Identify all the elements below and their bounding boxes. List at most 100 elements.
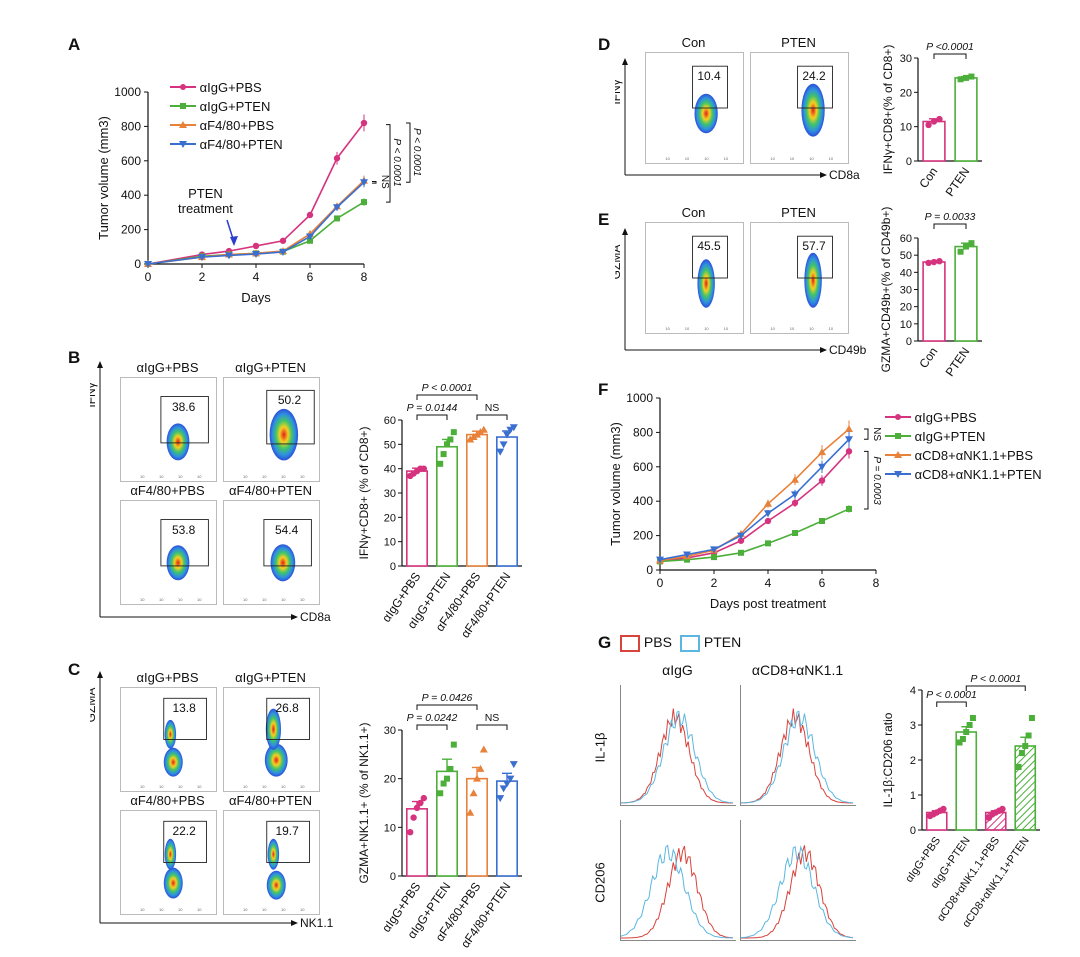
data-point [966,722,973,728]
facs-e-gate-value: 45.5 [697,239,721,254]
b-p2-label: P = 0.0144 [407,402,458,414]
tick-text: 10 [300,784,305,789]
facs-panel-b: IFNγ CD8a 10 10 10 10 αIgG+PBS 38.6 10 10 10 10 αIgG… [90,355,350,655]
bracket-p2 [406,122,411,183]
data-point [252,242,260,250]
c-p1-bracket [416,704,478,710]
b-p1-bracket [416,394,478,400]
data-point [333,204,341,212]
data-point [936,115,943,123]
histogram-row-label: CD206 [592,862,608,903]
data-point [198,254,206,262]
tick-text: 10 [300,597,305,602]
y-tick-label: 30 [900,53,912,65]
category-label: Con [916,345,940,371]
ifng-bar-chart-b: 0102030405060αIgG+PBSαIgG+PTENαF4/80+PBS… [357,382,522,641]
bar-4 [1014,745,1037,831]
facs-d-plot-title: Con [681,35,706,50]
facs-e-density-svg: 10 10 10 10 [665,235,729,331]
x-tick-label: 0 [657,576,664,590]
x-tick-label: 8 [873,576,880,590]
density-cluster [694,93,718,134]
data-point [420,794,427,802]
panel-label-b: B [68,348,81,367]
data-point [791,475,799,483]
pten-histogram-curve [621,710,734,804]
tick-text: 10 [281,597,286,602]
histogram-column-title: αIgG [662,662,693,678]
x-tick-label: 2 [199,270,206,284]
c-ns-bracket [476,724,508,730]
y-tick-label: 50 [384,439,396,451]
facs-c-plot-title: αF4/80+PBS [130,793,205,808]
g-p2-bracket [965,685,1026,691]
annotation-p1: P < 0.0001 [391,138,402,186]
series-line-4 [659,438,850,561]
y-axis-title: IL-1β:CD206 ratio [881,712,895,807]
tick-text: 10 [159,784,164,789]
data-point [765,540,771,547]
tick-text: 10 [704,326,709,331]
facs-d-plot-1: 10 10 10 10 [645,52,744,164]
data-point [476,428,485,436]
series-line-2 [659,508,850,563]
data-point [469,789,478,797]
legend-a-item-2: αIgG+PTEN [170,99,270,114]
tick-text: 10 [197,907,202,912]
y-tick-label: 0 [906,156,912,168]
data-point [818,477,826,484]
legend-a-label-4: αF4/80+PTEN [199,137,283,152]
data-point [450,429,457,436]
y-axis-title: GZMA+CD49b+(% of CD49b+) [879,207,893,373]
facs-b-plot-title: αIgG+PTEN [235,360,306,375]
data-point [476,764,485,772]
y-tick-label: 1 [910,790,916,802]
y-axis-title: IFNγ+CD8+ (% of CD8+) [357,426,371,559]
tick-text: 10 [724,326,729,331]
density-cluster [266,870,286,900]
data-point [956,739,963,746]
facs-c-density-svg: 10 10 10 10 [140,697,207,789]
y-tick-label: 0 [906,336,912,348]
facs-c-gate-value: 26.8 [275,701,299,716]
facs-e-gate-value: 57.7 [802,239,826,254]
series-line-1 [147,122,365,265]
data-point [818,448,826,456]
y-tick-label: 10 [384,822,396,834]
tick-text: 10 [197,597,202,602]
data-point [496,448,505,456]
facs-b-density-svg: 10 10 10 10 [243,389,315,479]
data-point [925,259,932,267]
pbs-histogram-curve [741,845,854,939]
legend-a-item-1: αIgG+PBS [170,80,262,95]
y-tick-label: 30 [384,725,396,737]
tick-text: 10 [809,156,814,161]
series-line-3 [659,428,850,562]
facs-c-gate-value: 19.7 [275,824,299,839]
y-tick-label: 20 [900,302,912,314]
facs-d-axes: IFNγ CD8a [615,58,860,182]
density-cluster [801,83,825,137]
facs-b-gate-value: 50.2 [277,393,302,408]
data-point [466,808,475,816]
legend-f-item-4: αCD8+αNK1.1+PTEN [885,467,1042,482]
tumor-volume-line-chart-a: 0 200 400 600 800 1000 0 2 4 6 8 Days Tumor volume (… [96,85,422,305]
y-tick-label: 2 [910,755,916,767]
facs-e-y-label: GZMA [615,245,623,280]
facs-y-arrow [97,671,103,678]
histogram-column-title: αCD8+αNK1.1 [751,662,844,678]
g-p2-label: P < 0.0001 [970,673,1021,685]
gate-box [263,519,312,567]
bar-3 [466,433,489,567]
legend-f-item-1: αIgG+PBS [885,410,977,425]
tick-text: 10 [178,907,183,912]
data-point [440,451,447,458]
data-point [417,799,424,807]
tick-text: 10 [665,156,670,161]
facs-b-y-label: IFNγ [90,382,98,407]
y-tick-label: 0 [390,561,396,573]
tick-text: 10 [685,326,690,331]
gate-box [163,697,207,740]
tick-text: 10 [300,907,305,912]
data-point [925,121,932,129]
